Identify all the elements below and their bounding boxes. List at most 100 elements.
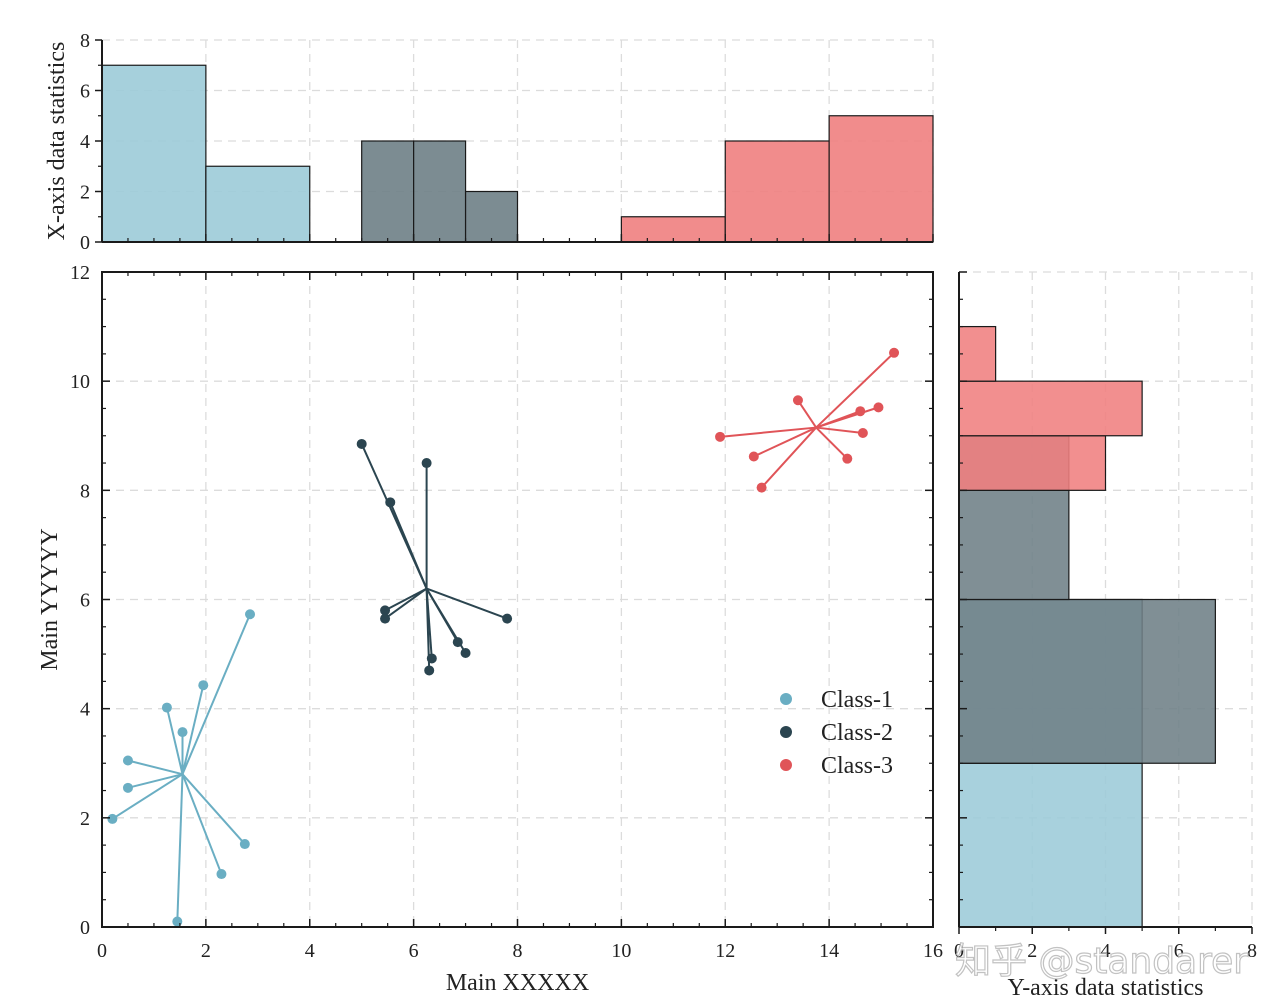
legend: Class-1 Class-2 Class-3 <box>780 687 893 779</box>
y-hist-xtick-label: 2 <box>1027 940 1037 962</box>
x-hist-bar <box>361 140 415 243</box>
scatter-point <box>239 839 250 850</box>
scatter-point <box>421 458 432 469</box>
scatter-point <box>380 613 391 624</box>
scatter-point <box>889 347 900 358</box>
scatter-xtick-label: 12 <box>715 940 735 962</box>
scatter-spoke <box>181 773 223 875</box>
legend-label-class-1: Class-1 <box>821 687 893 713</box>
scatter-point <box>177 727 188 738</box>
scatter-spoke <box>111 773 184 820</box>
scatter-spoke <box>389 501 428 589</box>
scatter-xtick-label: 16 <box>923 940 943 962</box>
legend-label-class-2: Class-2 <box>821 720 893 746</box>
scatter-point <box>502 613 513 624</box>
legend-marker-class-2 <box>780 726 792 738</box>
scatter-point <box>122 755 133 766</box>
y-hist-xtick-label: 8 <box>1247 940 1257 962</box>
legend-marker-class-1 <box>780 693 792 705</box>
y-histogram-panel: 0 2 4 6 8 Y-axis data statistics <box>954 271 1257 1001</box>
scatter-ytick-label: 12 <box>70 262 90 284</box>
scatter-point <box>873 402 884 413</box>
y-hist-bar <box>958 380 1143 437</box>
x-hist-bar <box>205 165 311 243</box>
scatter-ylabel: Main YYYYY <box>37 528 63 670</box>
x-hist-ytick-label: 8 <box>80 30 90 52</box>
x-hist-bar <box>724 140 830 243</box>
scatter-spoke <box>815 426 849 460</box>
x-hist-ytick-label: 2 <box>80 182 90 204</box>
scatter-ytick-label: 2 <box>80 808 90 830</box>
scatter-ytick-label: 6 <box>80 590 90 612</box>
scatter-xlabel: Main XXXXX <box>446 970 589 996</box>
scatter-spoke <box>760 426 817 489</box>
scatter-xtick-label: 2 <box>201 940 211 962</box>
legend-label-class-3: Class-3 <box>821 753 893 779</box>
scatter-xtick-label: 14 <box>819 940 839 962</box>
scatter-spoke <box>127 759 183 776</box>
scatter-spoke <box>181 613 251 775</box>
y-hist-bar <box>958 598 1216 764</box>
scatter-panel: 0 2 4 6 8 10 12 14 16 0 2 4 6 8 10 12 Main XXXXX Main YYY… <box>37 262 943 996</box>
y-hist-xlabel: Y-axis data statistics <box>1008 975 1204 1001</box>
y-hist-bar <box>958 325 997 382</box>
scatter-spoke <box>797 399 817 429</box>
scatter-point <box>792 395 803 406</box>
scatter-point <box>715 431 726 442</box>
x-hist-bar <box>413 140 467 243</box>
scatter-point <box>172 916 183 927</box>
scatter-spoke <box>753 426 817 458</box>
y-hist-xtick-label: 6 <box>1174 940 1184 962</box>
scatter-spoke <box>426 587 508 620</box>
scatter-point <box>426 653 437 664</box>
scatter-spoke <box>815 406 879 429</box>
scatter-point <box>380 605 391 616</box>
scatter-xtick-label: 8 <box>513 940 523 962</box>
x-hist-ytick-label: 6 <box>80 81 90 103</box>
y-hist-xtick-label: 0 <box>954 940 964 962</box>
scatter-spoke <box>181 773 246 845</box>
scatter-point <box>216 869 227 880</box>
x-hist-ylabel: X-axis data statistics <box>44 42 70 241</box>
scatter-point <box>424 665 435 676</box>
scatter-spoke <box>815 352 895 429</box>
scatter-point <box>756 482 767 493</box>
legend-marker-class-3 <box>780 759 792 771</box>
x-hist-bar <box>828 115 934 243</box>
scatter-spoke <box>384 587 428 612</box>
scatter-xtick-label: 6 <box>409 940 419 962</box>
scatter-xtick-label: 4 <box>305 940 315 962</box>
scatter-point <box>452 637 463 648</box>
scatter-point <box>122 782 133 793</box>
scatter-point <box>842 453 853 464</box>
scatter-point <box>356 438 367 449</box>
watermark-text: 知乎 @standarer <box>955 941 1248 982</box>
scatter-spoke <box>181 684 205 775</box>
scatter-spoke <box>719 426 817 438</box>
scatter-point <box>857 428 868 439</box>
scatter-point <box>460 647 471 658</box>
scatter-ytick-label: 0 <box>80 917 90 939</box>
scatter-point <box>855 406 866 417</box>
y-hist-bar <box>958 762 1143 928</box>
scatter-ytick-label: 8 <box>80 480 90 502</box>
x-hist-ytick-label: 4 <box>80 131 90 153</box>
scatter-xtick-label: 0 <box>97 940 107 962</box>
scatter-point <box>245 609 256 620</box>
scatter-spoke <box>165 707 184 775</box>
scatter-point <box>748 451 759 462</box>
scatter-point <box>107 813 118 824</box>
scatter-point <box>161 702 172 713</box>
scatter-spoke <box>176 774 184 922</box>
scatter-point <box>198 680 209 691</box>
x-hist-bar <box>101 64 207 243</box>
scatter-spoke <box>384 587 428 620</box>
x-hist-bar <box>464 190 519 243</box>
scatter-spoke <box>127 773 183 789</box>
x-histogram-panel: 0 2 4 6 8 X-axis data statistics <box>44 30 934 254</box>
scatter-ytick-label: 4 <box>80 699 90 721</box>
y-hist-bar <box>958 435 1107 491</box>
x-hist-bar <box>620 216 726 243</box>
scatter-spoke <box>816 426 864 435</box>
